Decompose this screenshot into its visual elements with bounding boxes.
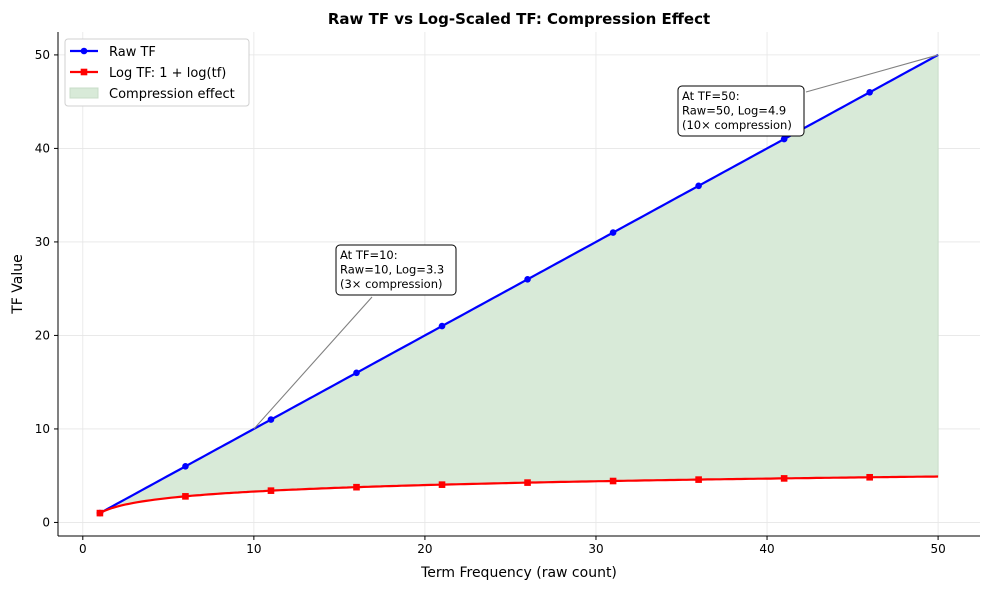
log-tf-marker xyxy=(353,483,360,491)
annotation-arrow xyxy=(805,54,939,93)
legend-label-log-tf: Log TF: 1 + log(tf) xyxy=(109,66,226,81)
annotation-text: (3× compression) xyxy=(340,277,443,291)
y-tick-label: 50 xyxy=(35,48,50,62)
x-tick-label: 30 xyxy=(588,542,603,556)
legend-raw-tf-marker-icon xyxy=(80,47,88,55)
raw-tf-marker xyxy=(780,135,788,143)
log-tf-marker xyxy=(438,481,446,488)
legend-fill-swatch-icon xyxy=(69,87,99,99)
legend-frame xyxy=(64,38,250,107)
log-tf-marker xyxy=(182,493,189,500)
annotation-text: Raw=10, Log=3.3 xyxy=(340,263,444,277)
chart-title: Raw TF vs Log-Scaled TF: Compression Eff… xyxy=(328,10,710,28)
x-tick-label: 0 xyxy=(79,542,87,556)
log-tf-marker xyxy=(267,487,275,494)
y-tick-label: 10 xyxy=(35,422,50,436)
raw-tf-marker xyxy=(353,369,360,377)
legend-label-raw-tf: Raw TF xyxy=(109,45,156,60)
y-axis-label: TF Value xyxy=(10,254,26,315)
x-axis-label: Term Frequency (raw count) xyxy=(420,565,617,581)
raw-tf-marker xyxy=(438,322,446,330)
annotations: At TF=10:Raw=10, Log=3.3(3× compression)… xyxy=(253,54,939,430)
legend-label-compression: Compression effect xyxy=(109,87,235,102)
annotation-box xyxy=(335,244,457,296)
log-tf-marker xyxy=(524,479,531,486)
annotation-arrow xyxy=(253,296,373,430)
y-tick-label: 40 xyxy=(35,141,50,155)
x-tick-label: 40 xyxy=(759,542,774,556)
raw-tf-marker xyxy=(866,89,873,96)
annotation-text: At TF=50: xyxy=(682,89,740,103)
log-tf-marker xyxy=(609,477,617,485)
annotation-text: (10× compression) xyxy=(682,118,792,132)
y-tick-label: 30 xyxy=(35,235,50,249)
y-tick-label: 0 xyxy=(42,515,50,529)
raw-tf-marker xyxy=(609,229,617,236)
x-tick-label: 10 xyxy=(246,542,261,556)
annotation-text: Raw=50, Log=4.9 xyxy=(682,104,786,118)
log-tf-marker xyxy=(96,509,104,517)
annotation-text: At TF=10: xyxy=(340,248,398,262)
raw-tf-marker xyxy=(695,182,702,190)
raw-tf-marker xyxy=(267,416,275,423)
x-tick-label: 20 xyxy=(417,542,432,556)
log-tf-line xyxy=(99,475,939,515)
log-tf-marker xyxy=(866,473,873,481)
raw-tf-marker xyxy=(182,463,189,470)
legend: Raw TF Log TF: 1 + log(tf) Compression eff… xyxy=(64,38,250,107)
raw-tf-marker xyxy=(524,276,531,283)
annotation-box xyxy=(677,85,805,137)
log-tf-marker xyxy=(695,476,702,483)
legend-log-tf-marker-icon xyxy=(80,68,88,76)
y-tick-label: 20 xyxy=(35,328,50,342)
axes: 0 10 20 30 40 50 0 10 20 30 40 50 xyxy=(35,32,980,556)
log-tf-marker xyxy=(780,475,788,482)
x-tick-label: 50 xyxy=(930,542,945,556)
